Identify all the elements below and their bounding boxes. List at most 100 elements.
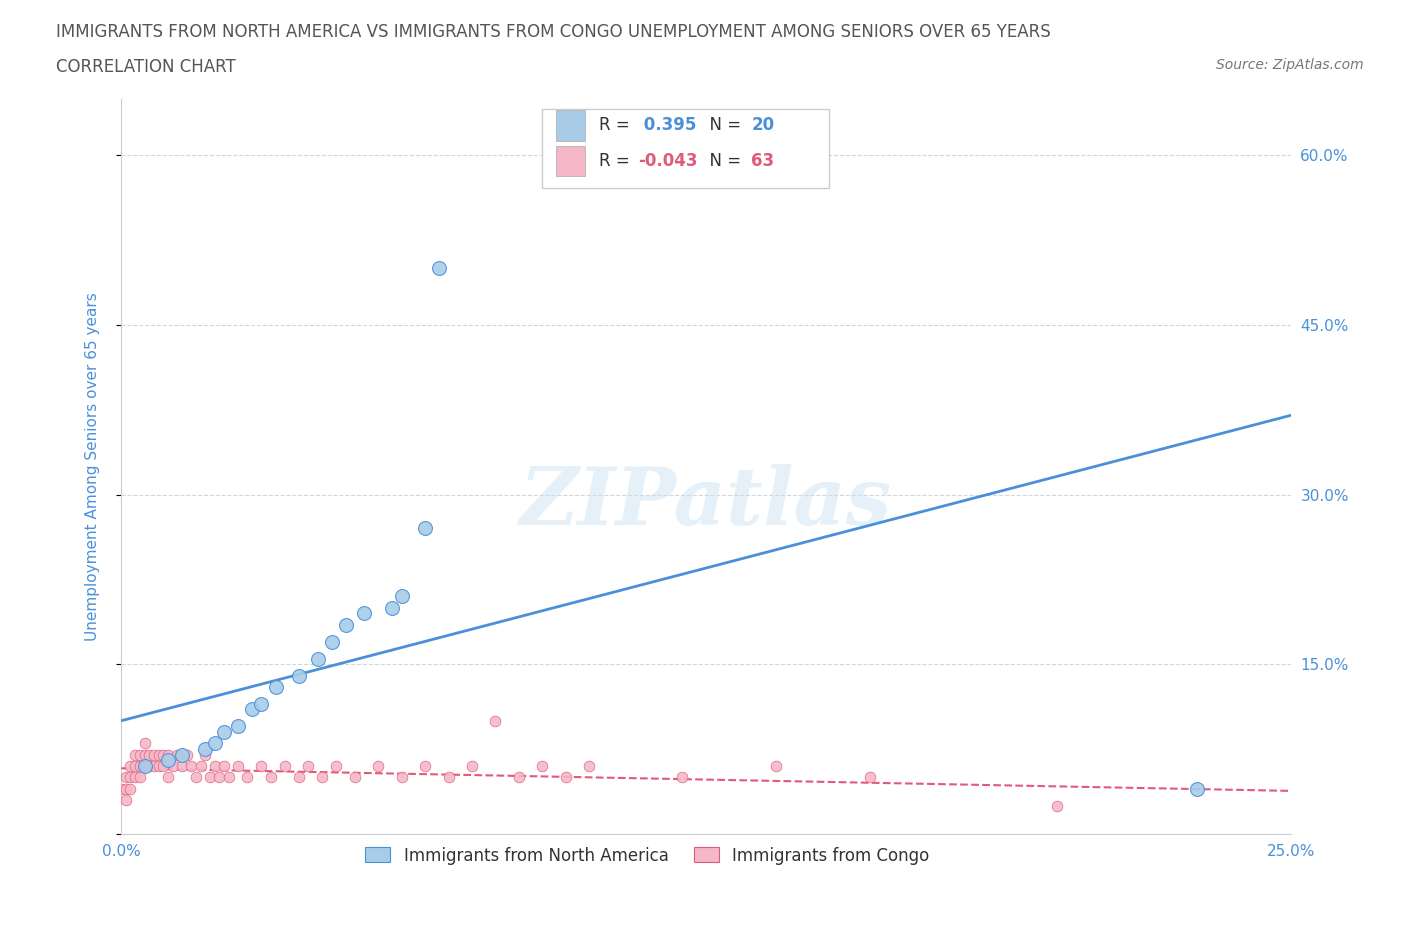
Point — [114, 781, 136, 796]
Point — [134, 759, 156, 774]
Point — [413, 759, 436, 774]
Point — [240, 702, 263, 717]
Point — [367, 759, 389, 774]
Point — [212, 759, 235, 774]
Point — [204, 736, 226, 751]
Text: ZIPatlas: ZIPatlas — [520, 464, 891, 542]
Point — [184, 770, 207, 785]
Point — [226, 719, 249, 734]
Point — [531, 759, 554, 774]
Point — [124, 770, 146, 785]
Point — [162, 759, 184, 774]
Point — [138, 759, 160, 774]
Text: R =: R = — [599, 116, 636, 134]
Point — [344, 770, 367, 785]
Point — [114, 770, 136, 785]
Text: CORRELATION CHART: CORRELATION CHART — [56, 58, 236, 75]
Text: Source: ZipAtlas.com: Source: ZipAtlas.com — [1216, 58, 1364, 72]
Point — [858, 770, 880, 785]
Point — [311, 770, 333, 785]
Text: 63: 63 — [751, 152, 775, 170]
Point — [484, 713, 506, 728]
Point — [128, 748, 150, 763]
Point — [212, 724, 235, 739]
Point — [578, 759, 600, 774]
Point — [156, 748, 179, 763]
Point — [170, 759, 193, 774]
Point — [124, 759, 146, 774]
Point — [134, 759, 156, 774]
Point — [325, 759, 347, 774]
Point — [508, 770, 530, 785]
Point — [142, 759, 165, 774]
Point — [148, 748, 170, 763]
Point — [250, 759, 273, 774]
Point — [198, 770, 221, 785]
Point — [274, 759, 297, 774]
Point — [671, 770, 693, 785]
Point — [353, 605, 375, 620]
FancyBboxPatch shape — [557, 110, 585, 140]
Text: 0.395: 0.395 — [638, 116, 696, 134]
Point — [138, 748, 160, 763]
Point — [335, 618, 357, 632]
Point — [264, 680, 287, 695]
Legend: Immigrants from North America, Immigrants from Congo: Immigrants from North America, Immigrant… — [360, 842, 935, 870]
Text: N =: N = — [699, 116, 747, 134]
Point — [190, 759, 212, 774]
Point — [413, 521, 436, 536]
Text: R =: R = — [599, 152, 636, 170]
Point — [170, 748, 193, 763]
Point — [288, 770, 311, 785]
Point — [236, 770, 259, 785]
Y-axis label: Unemployment Among Seniors over 65 years: Unemployment Among Seniors over 65 years — [86, 292, 100, 641]
Point — [461, 759, 484, 774]
Text: IMMIGRANTS FROM NORTH AMERICA VS IMMIGRANTS FROM CONGO UNEMPLOYMENT AMONG SENIOR: IMMIGRANTS FROM NORTH AMERICA VS IMMIGRA… — [56, 23, 1052, 41]
Point — [204, 759, 226, 774]
Point — [156, 753, 179, 768]
Point — [1185, 781, 1208, 796]
Point — [391, 589, 413, 604]
Point — [437, 770, 460, 785]
Point — [152, 759, 174, 774]
Point — [307, 651, 329, 666]
Point — [180, 759, 202, 774]
Text: 20: 20 — [751, 116, 775, 134]
Point — [218, 770, 240, 785]
Point — [134, 748, 156, 763]
Text: -0.043: -0.043 — [638, 152, 697, 170]
Point — [226, 759, 249, 774]
Point — [194, 741, 217, 756]
Point — [297, 759, 319, 774]
Point — [288, 668, 311, 683]
Point — [194, 748, 217, 763]
Point — [765, 759, 787, 774]
FancyBboxPatch shape — [543, 109, 828, 189]
Point — [156, 770, 179, 785]
Point — [554, 770, 576, 785]
FancyBboxPatch shape — [557, 146, 585, 177]
Point — [120, 770, 142, 785]
Point — [1046, 798, 1069, 813]
Point — [124, 748, 146, 763]
Point — [114, 792, 136, 807]
Point — [391, 770, 413, 785]
Point — [128, 759, 150, 774]
Point — [381, 600, 404, 615]
Point — [120, 759, 142, 774]
Point — [148, 759, 170, 774]
Text: N =: N = — [699, 152, 747, 170]
Point — [260, 770, 283, 785]
Point — [166, 748, 188, 763]
Point — [208, 770, 231, 785]
Point — [250, 697, 273, 711]
Point — [120, 781, 142, 796]
Point — [128, 770, 150, 785]
Point — [142, 748, 165, 763]
Point — [110, 781, 132, 796]
Point — [176, 748, 198, 763]
Point — [427, 261, 450, 276]
Point — [321, 634, 343, 649]
Point — [134, 736, 156, 751]
Point — [152, 748, 174, 763]
